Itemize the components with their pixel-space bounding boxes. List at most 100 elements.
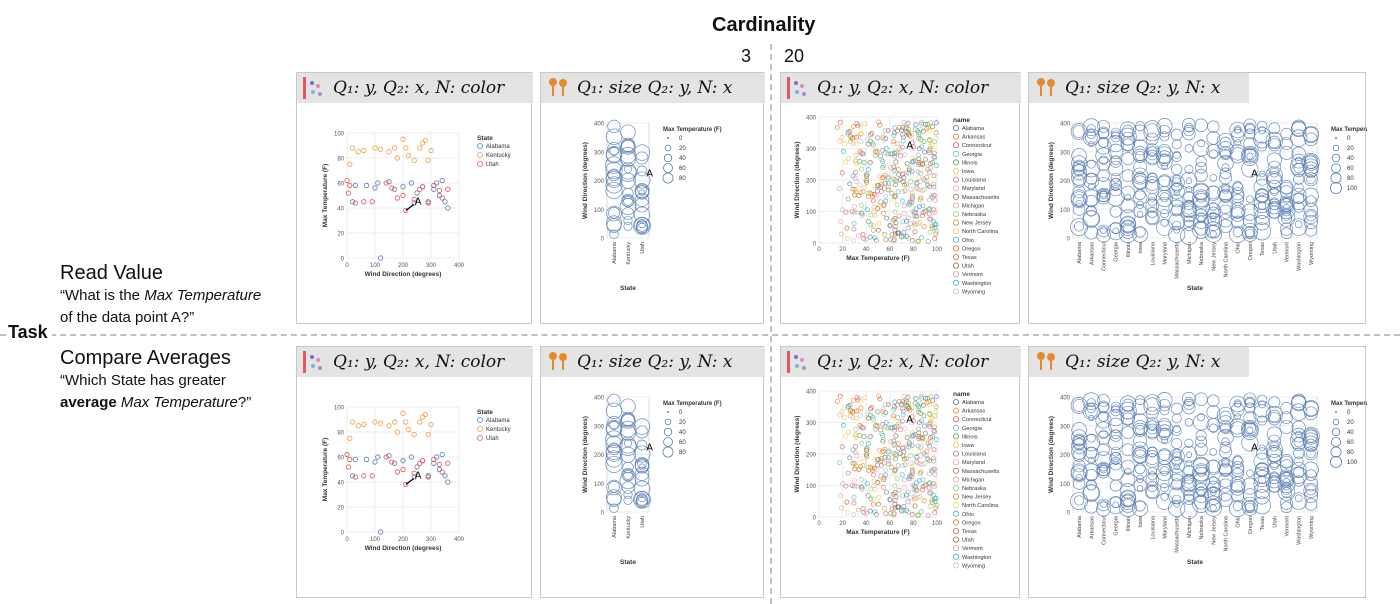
data-point <box>1108 143 1124 159</box>
legend-symbol <box>1332 144 1340 152</box>
data-point <box>1257 415 1268 426</box>
panel-read-20-size: Q₁: size Q₂: y, N: x 0 100 200 300 400 Wind D… <box>1028 72 1367 324</box>
annotation-label: A <box>646 443 653 454</box>
data-point <box>1291 146 1306 161</box>
data-point <box>392 419 398 425</box>
data-point <box>1258 400 1267 409</box>
data-point <box>908 453 914 459</box>
data-point <box>1185 185 1193 193</box>
legend-title: Max Temperature (F) <box>663 401 722 407</box>
data-point <box>1304 498 1318 511</box>
legend-symbol <box>952 133 959 140</box>
data-point <box>1208 476 1218 485</box>
data-point <box>1099 226 1108 234</box>
data-point <box>922 121 928 127</box>
data-point <box>904 395 909 401</box>
data-point <box>1168 183 1185 200</box>
y-tick-label: 0 <box>341 531 345 537</box>
x-tick-label: Kentucky <box>626 242 632 265</box>
data-point <box>1143 397 1162 416</box>
legend-symbol <box>952 553 959 560</box>
data-point <box>445 460 451 466</box>
data-point <box>1204 487 1223 505</box>
data-point <box>883 198 889 204</box>
data-point <box>369 199 375 205</box>
data-point <box>927 197 932 203</box>
data-point <box>894 202 900 208</box>
data-point <box>1121 398 1135 412</box>
data-point <box>853 426 859 432</box>
legend-label: Utah <box>486 436 499 442</box>
data-point <box>905 404 910 410</box>
data-point <box>1119 490 1136 507</box>
data-point <box>856 233 861 239</box>
y-tick-label: 0 <box>1067 237 1071 243</box>
data-point <box>892 483 898 489</box>
data-point <box>400 184 406 190</box>
question-emphasis: Max Temperature <box>120 394 238 411</box>
data-point <box>1244 396 1256 408</box>
data-point <box>885 128 891 133</box>
data-point <box>1193 193 1209 209</box>
data-point <box>865 167 871 172</box>
x-tick-label: 400 <box>454 537 465 543</box>
legend-symbol <box>952 271 959 278</box>
data-point <box>352 200 359 206</box>
data-point <box>1306 174 1316 185</box>
data-point <box>1168 448 1185 465</box>
data-point <box>1082 118 1101 136</box>
data-point <box>1253 400 1271 418</box>
data-point <box>866 415 872 421</box>
legend-symbol <box>477 417 483 423</box>
y-tick-label: 0 <box>813 242 817 248</box>
data-point <box>420 414 426 420</box>
data-point <box>1266 447 1282 463</box>
legend-label: 40 <box>1347 430 1354 436</box>
data-point <box>1192 463 1211 482</box>
data-point <box>1304 224 1318 237</box>
legend-title: name <box>953 117 970 124</box>
data-point <box>859 211 865 217</box>
row-title: Read Value <box>60 262 164 284</box>
x-tick-label: 60 <box>886 247 893 253</box>
data-point <box>1099 464 1108 474</box>
data-point <box>839 505 844 511</box>
data-point <box>861 434 867 440</box>
data-point <box>919 487 925 493</box>
x-tick-label: Kentucky <box>626 516 632 539</box>
data-point <box>1156 449 1173 465</box>
legend-label: Illinois <box>962 160 978 166</box>
legend-label: 0 <box>679 410 683 416</box>
data-point <box>619 146 637 164</box>
data-point <box>931 413 937 419</box>
data-point <box>1302 432 1319 449</box>
data-point <box>839 207 845 213</box>
data-point <box>916 430 922 436</box>
data-point <box>1243 137 1257 151</box>
data-point <box>1088 140 1095 148</box>
data-point <box>1266 462 1282 478</box>
data-point <box>901 182 907 188</box>
data-point <box>1146 211 1159 225</box>
data-point <box>922 430 928 436</box>
data-point <box>1110 429 1121 440</box>
data-point <box>1136 484 1144 492</box>
data-point <box>842 141 848 146</box>
data-point <box>417 419 423 425</box>
data-point <box>1184 438 1194 448</box>
data-point <box>905 509 911 515</box>
data-point <box>916 448 922 454</box>
data-point <box>378 420 384 426</box>
data-point <box>634 466 650 481</box>
data-point <box>1210 489 1217 496</box>
data-point <box>1096 227 1111 243</box>
data-point <box>886 458 892 464</box>
legend-label: 20 <box>1347 420 1354 426</box>
data-point <box>871 227 876 233</box>
data-point <box>623 221 633 231</box>
panel-compare-20-color: Q₁: y, Q₂: x, N: color 0 100 200 300 400 Wind… <box>780 346 1021 598</box>
data-point <box>1304 164 1318 178</box>
data-point <box>606 479 622 496</box>
data-point <box>878 184 884 190</box>
